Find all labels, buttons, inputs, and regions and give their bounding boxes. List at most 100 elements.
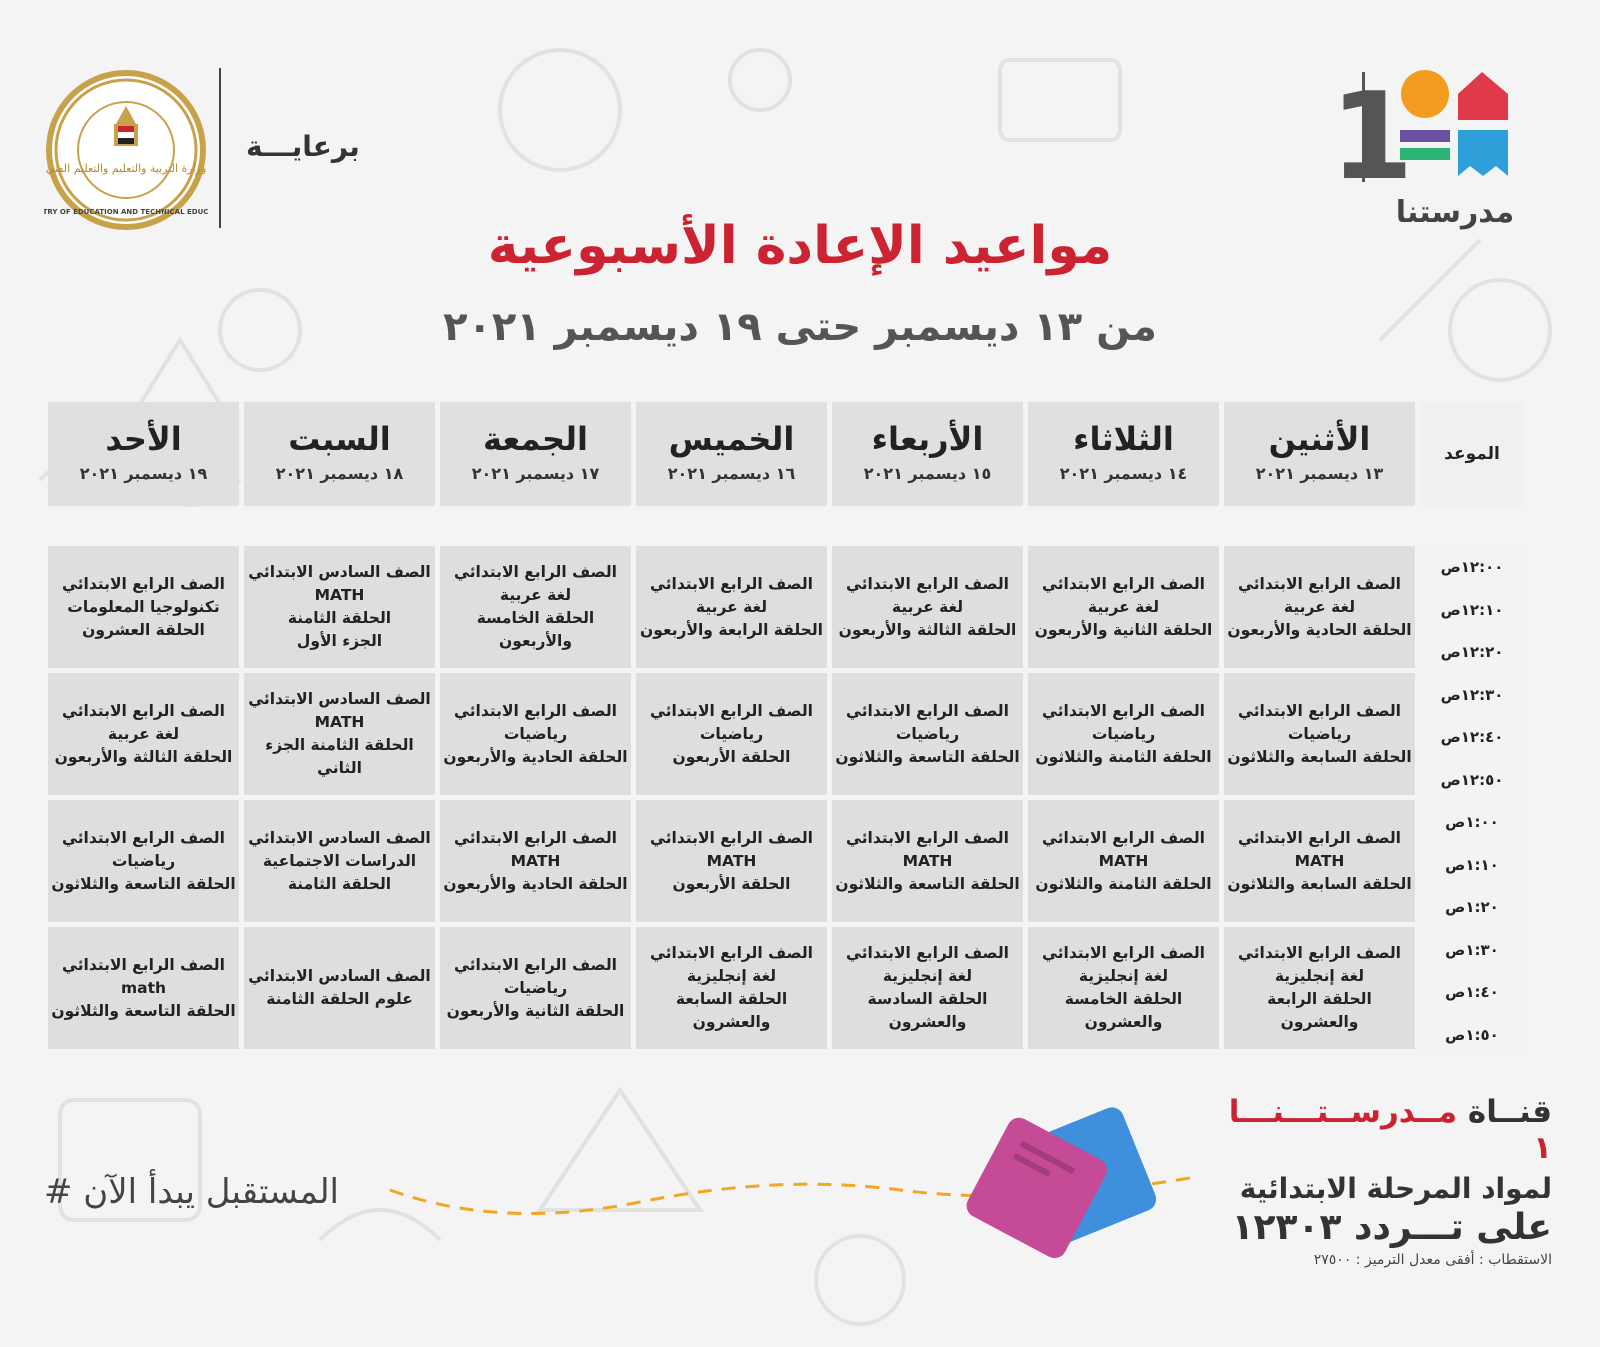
- schedule-cell: الصف الرابع الابتدائي رياضيات الحلقة الأرب…: [636, 673, 827, 795]
- cell-line: رياضيات: [111, 851, 176, 870]
- time-column-header: الموعد: [1420, 402, 1524, 506]
- cell-line: الحلقة الخامسة: [1064, 990, 1183, 1008]
- time-slot: ١٢:٢٠ص: [1420, 633, 1524, 672]
- cell-line: الصف السادس الابتدائي: [248, 690, 431, 708]
- schedule-cell: الصف الرابع الابتدائي لغة إنجليزية الحلقة …: [832, 927, 1023, 1049]
- cell-line: MATH: [706, 851, 757, 870]
- schedule-header: الأحد ١٩ ديسمبر ٢٠٢١ السبت ١٨ ديسمبر ٢٠٢١ …: [48, 402, 1552, 510]
- cell-line: الصف الرابع الابتدائي: [1042, 828, 1205, 847]
- schedule-grid: الصف الرابع الابتدائي لغة عربية الحلقة الح…: [48, 546, 1552, 1064]
- cell-line: الصف الرابع الابتدائي: [62, 828, 225, 847]
- cell-line: الحلقة الثانية والأربعون: [1034, 620, 1213, 639]
- cell-line: الصف الرابع الابتدائي: [454, 955, 617, 974]
- cell-line: رياضيات: [895, 724, 960, 743]
- cell-line: MATH: [314, 713, 365, 731]
- cell-line: الصف الرابع الابتدائي: [62, 955, 225, 974]
- cell-line: الثاني: [317, 759, 362, 777]
- time-slot: ١:١٠ص: [1420, 845, 1524, 884]
- cell-line: الصف السادس الابتدائي: [248, 967, 431, 985]
- cell-line: الحلقة الرابعة والعشرون: [1267, 990, 1372, 1031]
- cell-line: الحلقة السابعة والثلاثون: [1227, 874, 1412, 893]
- cell-line: رياضيات: [699, 724, 764, 743]
- cell-line: رياضيات: [503, 978, 568, 997]
- cell-line: الحلقة السادسة: [867, 990, 988, 1008]
- page-subtitle: من ١٣ ديسمبر حتى ١٩ ديسمبر ٢٠٢١: [443, 304, 1157, 350]
- cell-line: رياضيات: [1091, 724, 1156, 743]
- cell-line: الحلقة الثالثة والأربعون: [838, 620, 1017, 639]
- cell-line: الحلقة الثامنة الجزء: [265, 736, 414, 754]
- schedule-cell: الصف الرابع الابتدائي لغة إنجليزية الحلقة …: [636, 927, 827, 1049]
- cell-line: الصف السادس الابتدائي: [248, 828, 431, 847]
- day-header: الخميس ١٦ ديسمبر ٢٠٢١: [636, 402, 827, 506]
- schedule-cell: الصف الرابع الابتدائي رياضيات الحلقة الثان…: [440, 927, 631, 1049]
- day-header: الجمعة ١٧ ديسمبر ٢٠٢١: [440, 402, 631, 506]
- cell-line: الصف الرابع الابتدائي: [1042, 574, 1205, 593]
- schedule-cell: الصف الرابع الابتدائي MATH الحلقة السابعة …: [1224, 800, 1415, 922]
- schedule-cell: الصف الرابع الابتدائي لغة إنجليزية الحلقة …: [1224, 927, 1415, 1049]
- cell-line: والعشرون: [1084, 1013, 1163, 1031]
- cell-line: لغة عربية: [107, 724, 180, 743]
- channel-description: لمواد المرحلة الابتدائية: [1239, 1172, 1552, 1205]
- cell-line: الحلقة التاسعة والثلاثون: [51, 1001, 236, 1020]
- cell-line: لغة عربية: [1283, 597, 1356, 616]
- day-header: الأربعاء ١٥ ديسمبر ٢٠٢١: [832, 402, 1023, 506]
- cell-line: الحلقة الحادية والأربعون: [443, 874, 628, 893]
- time-slot: ١:٤٠ص: [1420, 973, 1524, 1012]
- cell-line: الصف الرابع الابتدائي: [1238, 574, 1401, 593]
- cell-line: الحلقة العشرون: [82, 620, 205, 639]
- cell-line: الصف الرابع الابتدائي: [62, 701, 225, 720]
- cell-line: الصف الرابع الابتدائي: [846, 944, 1009, 962]
- time-slot: ١:٣٠ص: [1420, 930, 1524, 969]
- brand-number: 1: [1330, 68, 1414, 207]
- schedule-cell: الصف الرابع الابتدائي رياضيات الحلقة التاس…: [832, 673, 1023, 795]
- schedule-cell: الصف الرابع الابتدائي لغة عربية الحلقة الر…: [636, 546, 827, 668]
- cell-line: MATH: [314, 586, 365, 604]
- cell-line: الصف الرابع الابتدائي: [1042, 701, 1205, 720]
- schedule-cell: الصف السادس الابتدائي علوم الحلقة الثامنة: [244, 927, 435, 1049]
- cell-line: الجزء الأول: [296, 632, 383, 650]
- schedule-cell: الصف الرابع الابتدائي لغة عربية الحلقة الث…: [48, 673, 239, 795]
- cell-line: الحلقة التاسعة والثلاثون: [51, 874, 236, 893]
- cell-line: علوم الحلقة الثامنة: [266, 990, 413, 1008]
- cell-line: الصف الرابع الابتدائي: [650, 944, 813, 962]
- time-slot: ١:٠٠ص: [1420, 803, 1524, 842]
- channel-info: قنــاة مــدرســتـــنـــا ١ لمواد المرحلة…: [1200, 1094, 1552, 1268]
- schedule-cell: الصف الرابع الابتدائي تكنولوجيا المعلومات…: [48, 546, 239, 668]
- channel-technical: الاستقطاب : أفقى معدل الترميز : ٢٧٥٠٠: [1313, 1252, 1552, 1268]
- hashtag: # المستقبل يبدأ الآن: [44, 1172, 339, 1212]
- cell-line: الصف الرابع الابتدائي: [1238, 701, 1401, 720]
- cell-line: الحلقة الأربعون: [672, 874, 791, 893]
- cell-line: الصف الرابع الابتدائي: [454, 828, 617, 847]
- cell-line: لغة عربية: [891, 597, 964, 616]
- channel-frequency: على تـــردد ١٢٣٠٣: [1231, 1207, 1552, 1248]
- cell-line: الدراسات الاجتماعية: [262, 851, 417, 870]
- divider-line: [219, 68, 221, 228]
- cell-line: الحلقة الثامنة: [287, 874, 392, 893]
- time-slot: ١٢:٥٠ص: [1420, 760, 1524, 799]
- cell-line: MATH: [902, 851, 953, 870]
- day-header: الأثنين ١٣ ديسمبر ٢٠٢١: [1224, 402, 1415, 506]
- day-header: الثلاثاء ١٤ ديسمبر ٢٠٢١: [1028, 402, 1219, 506]
- cell-line: الصف الرابع الابتدائي: [454, 701, 617, 720]
- time-slot: ١:٥٠ص: [1420, 1015, 1524, 1054]
- cell-line: الصف الرابع الابتدائي: [846, 701, 1009, 720]
- schedule-cell: الصف الرابع الابتدائي لغة عربية الحلقة الث…: [832, 546, 1023, 668]
- schedule-cell: الصف الرابع الابتدائي MATH الحلقة الثامنة …: [1028, 800, 1219, 922]
- cell-line: لغة عربية: [1087, 597, 1160, 616]
- sponsor-label: برعايـــة: [246, 130, 360, 163]
- cell-line: الحلقة الرابعة والأربعون: [640, 620, 823, 639]
- cell-line: math: [120, 978, 167, 997]
- cell-line: الحلقة الثانية والأربعون: [446, 1001, 625, 1020]
- channel-name: مــدرســتـــنـــا ١: [1228, 1094, 1552, 1166]
- cell-line: الحلقة الحادية والأربعون: [443, 747, 628, 766]
- cell-line: لغة إنجليزية: [1274, 967, 1365, 985]
- cell-line: لغة إنجليزية: [882, 967, 973, 985]
- cell-line: MATH: [510, 851, 561, 870]
- cell-line: الصف الرابع الابتدائي: [62, 574, 225, 593]
- cell-line: الحلقة الثالثة والأربعون: [54, 747, 233, 766]
- schedule-cell: الصف السادس الابتدائي MATH الحلقة الثامنة ا…: [244, 546, 435, 668]
- schedule-cell: الصف الرابع الابتدائي رياضيات الحلقة الثام…: [1028, 673, 1219, 795]
- cell-line: الصف الرابع الابتدائي: [846, 574, 1009, 593]
- day-header: الأحد ١٩ ديسمبر ٢٠٢١: [48, 402, 239, 506]
